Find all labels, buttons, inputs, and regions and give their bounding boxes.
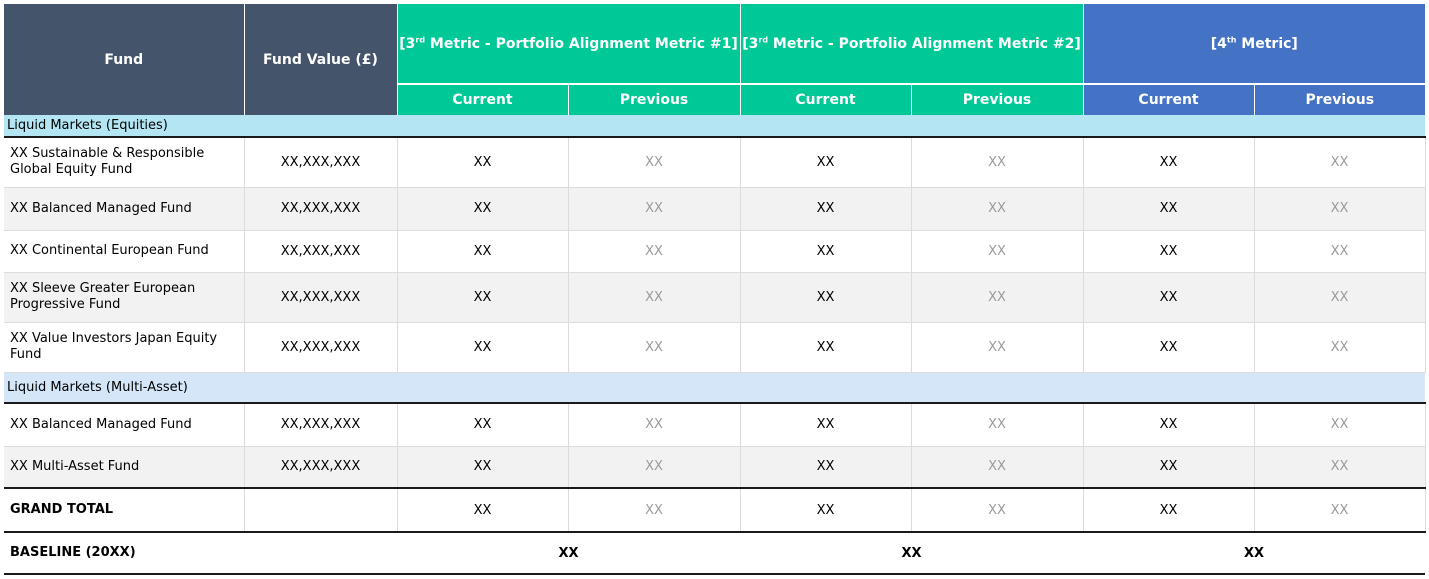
fund-name: XX Sustainable & Responsible Global Equi… bbox=[4, 137, 245, 188]
metric1-previous: XX bbox=[568, 230, 741, 273]
metric2-current: XX bbox=[740, 137, 912, 188]
metric1-current: XX bbox=[397, 487, 569, 533]
fund-name: XX Balanced Managed Fund bbox=[4, 403, 245, 447]
baseline-metric-2: XX bbox=[740, 531, 1084, 575]
metric3-previous: XX bbox=[1254, 446, 1426, 489]
metric1-previous: XX bbox=[568, 137, 741, 188]
metric2-current: XX bbox=[740, 446, 912, 489]
metric1-current: XX bbox=[397, 272, 569, 323]
table-row: XX Sustainable & Responsible Global Equi… bbox=[4, 137, 1426, 188]
section-row: Liquid Markets (Multi-Asset) bbox=[4, 372, 1426, 404]
metric2-previous: XX bbox=[911, 322, 1084, 373]
baseline-row: BASELINE (20XX) XX XX XX bbox=[4, 531, 1426, 575]
header-current: Current bbox=[397, 83, 569, 115]
section-label: Liquid Markets (Multi-Asset) bbox=[4, 372, 1426, 404]
header-fund: Fund bbox=[4, 4, 245, 115]
header-metric-1: [3rd Metric - Portfolio Alignment Metric… bbox=[397, 4, 741, 84]
metric2-current: XX bbox=[740, 272, 912, 323]
metric2-previous: XX bbox=[911, 137, 1084, 188]
fund-name: XX Value Investors Japan Equity Fund bbox=[4, 322, 245, 373]
metric3-current: XX bbox=[1083, 446, 1255, 489]
metric3-previous: XX bbox=[1254, 230, 1426, 273]
metric3-current: XX bbox=[1083, 272, 1255, 323]
metric1-previous: XX bbox=[568, 403, 741, 447]
metric1-current: XX bbox=[397, 446, 569, 489]
header-current: Current bbox=[740, 83, 912, 115]
metric3-current: XX bbox=[1083, 322, 1255, 373]
table-row: XX Sleeve Greater European Progressive F… bbox=[4, 272, 1426, 323]
header-metric-3: [4th Metric] bbox=[1083, 4, 1426, 84]
metric2-current: XX bbox=[740, 487, 912, 533]
metric3-previous: XX bbox=[1254, 272, 1426, 323]
baseline-empty bbox=[244, 531, 397, 575]
metric2-previous: XX bbox=[911, 403, 1084, 447]
metric2-previous: XX bbox=[911, 487, 1084, 533]
metric3-current: XX bbox=[1083, 137, 1255, 188]
baseline-metric-3: XX bbox=[1083, 531, 1426, 575]
metric3-previous: XX bbox=[1254, 487, 1426, 533]
metric3-current: XX bbox=[1083, 187, 1255, 231]
metric3-current: XX bbox=[1083, 403, 1255, 447]
metric1-current: XX bbox=[397, 187, 569, 231]
fund-name: XX Balanced Managed Fund bbox=[4, 187, 245, 231]
table-row: XX Value Investors Japan Equity Fund XX,… bbox=[4, 322, 1426, 373]
metric3-current: XX bbox=[1083, 487, 1255, 533]
metric1-previous: XX bbox=[568, 446, 741, 489]
header-metric-2: [3rd Metric - Portfolio Alignment Metric… bbox=[740, 4, 1084, 84]
fund-value: XX,XXX,XXX bbox=[244, 187, 398, 231]
metric3-current: XX bbox=[1083, 230, 1255, 273]
metric2-current: XX bbox=[740, 322, 912, 373]
metric2-current: XX bbox=[740, 187, 912, 231]
fund-value: XX,XXX,XXX bbox=[244, 322, 398, 373]
metric1-current: XX bbox=[397, 403, 569, 447]
metric1-previous: XX bbox=[568, 487, 741, 533]
table-row: XX Continental European Fund XX,XXX,XXX … bbox=[4, 230, 1426, 273]
baseline-metric-1: XX bbox=[397, 531, 741, 575]
fund-value: XX,XXX,XXX bbox=[244, 272, 398, 323]
fund-metrics-table: Fund Fund Value (£) [3rd Metric - Portfo… bbox=[4, 4, 1426, 575]
baseline-label: BASELINE (20XX) bbox=[4, 531, 244, 575]
fund-value: XX,XXX,XXX bbox=[244, 137, 398, 188]
metric3-previous: XX bbox=[1254, 187, 1426, 231]
metric1-previous: XX bbox=[568, 272, 741, 323]
metric2-previous: XX bbox=[911, 230, 1084, 273]
fund-name: XX Continental European Fund bbox=[4, 230, 245, 273]
fund-name: XX Multi-Asset Fund bbox=[4, 446, 245, 489]
header-previous: Previous bbox=[1254, 83, 1426, 115]
metric1-previous: XX bbox=[568, 187, 741, 231]
metric1-previous: XX bbox=[568, 322, 741, 373]
table-row: XX Multi-Asset Fund XX,XXX,XXX XX XX XX … bbox=[4, 446, 1426, 489]
metric2-current: XX bbox=[740, 403, 912, 447]
table-row: XX Balanced Managed Fund XX,XXX,XXX XX X… bbox=[4, 403, 1426, 447]
fund-value: XX,XXX,XXX bbox=[244, 403, 398, 447]
metric1-current: XX bbox=[397, 137, 569, 188]
metric1-current: XX bbox=[397, 230, 569, 273]
grand-total-row: GRAND TOTAL XX XX XX XX XX XX bbox=[4, 487, 1426, 533]
section-row: Liquid Markets (Equities) bbox=[4, 115, 1426, 138]
section-label: Liquid Markets (Equities) bbox=[4, 115, 1426, 138]
metric2-previous: XX bbox=[911, 446, 1084, 489]
fund-value: XX,XXX,XXX bbox=[244, 230, 398, 273]
metric2-current: XX bbox=[740, 230, 912, 273]
metric3-previous: XX bbox=[1254, 137, 1426, 188]
metric2-previous: XX bbox=[911, 272, 1084, 323]
metric3-previous: XX bbox=[1254, 322, 1426, 373]
header-fund-value: Fund Value (£) bbox=[244, 4, 398, 115]
metric3-previous: XX bbox=[1254, 403, 1426, 447]
metric1-current: XX bbox=[397, 322, 569, 373]
fund-name: XX Sleeve Greater European Progressive F… bbox=[4, 272, 245, 323]
metric2-previous: XX bbox=[911, 187, 1084, 231]
header-current: Current bbox=[1083, 83, 1255, 115]
grand-total-value bbox=[244, 487, 398, 533]
header-previous: Previous bbox=[911, 83, 1084, 115]
fund-value: XX,XXX,XXX bbox=[244, 446, 398, 489]
grand-total-label: GRAND TOTAL bbox=[4, 487, 245, 533]
header-previous: Previous bbox=[568, 83, 741, 115]
table-row: XX Balanced Managed Fund XX,XXX,XXX XX X… bbox=[4, 187, 1426, 231]
